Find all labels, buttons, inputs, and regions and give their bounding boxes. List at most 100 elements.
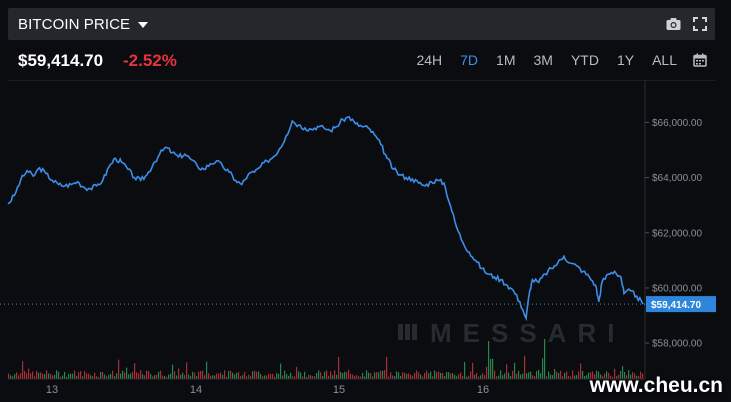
- volume-bar: [298, 371, 300, 379]
- volume-bar: [320, 372, 322, 379]
- range-all[interactable]: ALL: [652, 52, 677, 68]
- volume-bar: [224, 370, 226, 379]
- volume-bar: [72, 373, 74, 379]
- volume-bar: [24, 370, 26, 379]
- volume-bar: [636, 375, 638, 379]
- volume-bar: [330, 371, 332, 379]
- chart-title: BITCOIN PRICE: [18, 15, 131, 33]
- volume-bar: [300, 372, 302, 379]
- messari-watermark: MESSARI: [430, 318, 626, 348]
- volume-bar: [484, 375, 486, 379]
- volume-bar: [284, 370, 286, 379]
- volume-bar: [168, 374, 170, 379]
- volume-bar: [612, 376, 614, 379]
- volume-bar: [442, 373, 444, 379]
- volume-bar: [614, 368, 616, 379]
- price-summary-bar: $59,414.70 -2.52% 24H 7D 1M 3M YTD 1Y AL…: [8, 44, 715, 76]
- volume-bar: [488, 341, 490, 379]
- volume-bar: [584, 375, 586, 379]
- volume-bar: [558, 372, 560, 379]
- volume-bar: [450, 373, 452, 379]
- y-tick-label: $58,000.00: [652, 339, 702, 350]
- volume-bar: [352, 374, 354, 379]
- volume-bar: [440, 372, 442, 379]
- volume-bar: [342, 373, 344, 379]
- volume-bar: [392, 375, 394, 379]
- volume-bar: [202, 370, 204, 379]
- volume-bar: [156, 374, 158, 379]
- volume-bar: [252, 371, 254, 379]
- y-axis: $66,000.00 $64,000.00 $62,000.00 $60,000.00…: [644, 81, 702, 379]
- volume-bar: [540, 373, 542, 379]
- volume-bar: [382, 370, 384, 379]
- volume-bar: [92, 376, 94, 379]
- volume-bar: [88, 373, 90, 379]
- volume-bar: [472, 362, 474, 379]
- site-watermark: www.cheu.cn: [589, 374, 723, 397]
- volume-bar: [74, 370, 76, 379]
- volume-bar: [514, 362, 516, 379]
- volume-bar: [28, 368, 30, 379]
- camera-icon[interactable]: [666, 17, 681, 31]
- volume-bar: [544, 339, 546, 379]
- volume-bar: [340, 372, 342, 379]
- volume-bar: [616, 375, 618, 379]
- volume-bar: [246, 376, 248, 379]
- volume-bar: [506, 364, 508, 379]
- time-range-selector: 24H 7D 1M 3M YTD 1Y ALL: [398, 44, 715, 76]
- volume-bar: [84, 371, 86, 379]
- fullscreen-icon[interactable]: [693, 17, 707, 31]
- volume-bar: [316, 373, 318, 379]
- volume-bar: [552, 375, 554, 379]
- volume-bar: [620, 371, 622, 379]
- volume-bar: [628, 370, 630, 379]
- volume-bar: [384, 370, 386, 379]
- volume-bar: [502, 375, 504, 379]
- volume-bar: [608, 372, 610, 379]
- volume-bar: [94, 372, 96, 379]
- volume-bar: [186, 362, 188, 379]
- volume-bar: [368, 372, 370, 379]
- volume-bar: [578, 371, 580, 379]
- volume-bar: [560, 370, 562, 379]
- volume-bar: [228, 371, 230, 379]
- price-chart[interactable]: $66,000.00 $64,000.00 $62,000.00 $60,000.00…: [0, 81, 731, 402]
- volume-bar: [350, 373, 352, 379]
- volume-bar: [204, 375, 206, 379]
- volume-bar: [240, 376, 242, 379]
- volume-bar: [46, 370, 48, 379]
- volume-bar: [198, 371, 200, 379]
- x-tick-label: 13: [46, 384, 58, 396]
- range-1m[interactable]: 1M: [496, 52, 516, 68]
- volume-bar: [138, 373, 140, 379]
- range-7d[interactable]: 7D: [460, 52, 479, 68]
- volume-bar: [582, 371, 584, 379]
- volume-bar: [376, 372, 378, 379]
- volume-bar: [172, 364, 174, 379]
- volume-bar: [118, 359, 120, 379]
- range-24h[interactable]: 24H: [416, 52, 443, 68]
- volume-bar: [308, 374, 310, 379]
- range-ytd[interactable]: YTD: [570, 52, 599, 68]
- volume-bar: [386, 356, 388, 379]
- range-3m[interactable]: 3M: [533, 52, 553, 68]
- volume-bar: [480, 375, 482, 379]
- volume-bar: [344, 371, 346, 379]
- calendar-icon[interactable]: [693, 53, 707, 67]
- x-tick-label: 14: [190, 384, 202, 396]
- asset-metric-dropdown[interactable]: BITCOIN PRICE: [18, 8, 149, 40]
- volume-bar: [404, 372, 406, 379]
- volume-bar: [630, 374, 632, 379]
- volume-bar: [312, 376, 314, 379]
- range-1y[interactable]: 1Y: [616, 52, 635, 68]
- volume-bar: [166, 376, 168, 379]
- volume-bar: [80, 371, 82, 379]
- volume-bar: [18, 375, 20, 379]
- volume-bar: [30, 373, 32, 379]
- volume-bar: [158, 371, 160, 379]
- volume-bar: [256, 371, 258, 379]
- volume-bar: [250, 376, 252, 379]
- volume-bar: [362, 372, 364, 379]
- volume-bar: [206, 361, 208, 379]
- volume-bar: [244, 371, 246, 379]
